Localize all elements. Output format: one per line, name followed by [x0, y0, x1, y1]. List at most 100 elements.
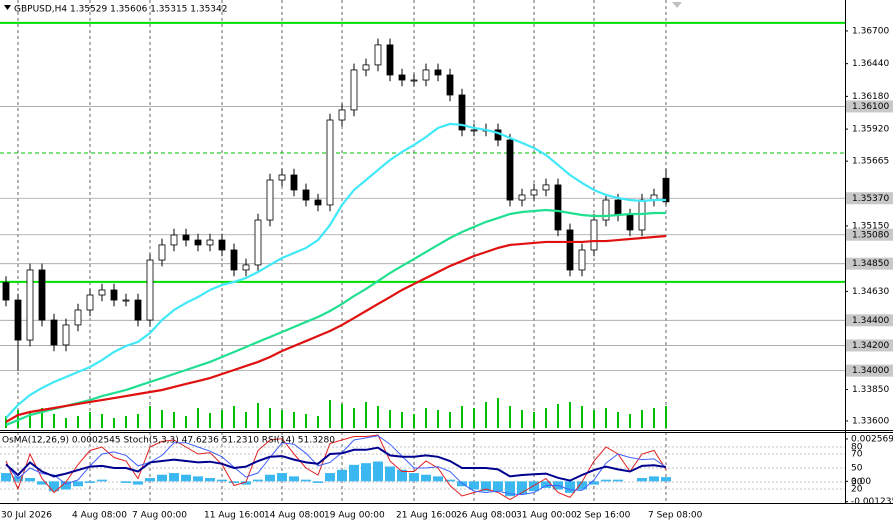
osma-bar — [193, 476, 203, 482]
osma-bar — [181, 474, 191, 482]
candle-body — [74, 309, 82, 326]
osma-bar — [241, 481, 251, 485]
level-label: 1.34200 — [852, 341, 889, 351]
candle-body — [338, 109, 346, 121]
osma-bar — [493, 481, 503, 492]
osma-bar — [37, 481, 47, 485]
candle-body — [290, 174, 298, 191]
candle-body — [182, 234, 190, 241]
osma-bar — [97, 479, 107, 482]
osma-bar — [205, 478, 215, 482]
candle-body — [662, 177, 670, 203]
x-tick-label: 19 Aug 00:00 — [324, 511, 385, 521]
y2-tick-label: 30 — [851, 478, 863, 488]
y2-tick-label: 70 — [851, 450, 863, 460]
y-tick-label: 1.35920 — [852, 125, 889, 135]
candle-body — [2, 282, 10, 301]
osma-bar — [337, 469, 347, 482]
osma-bar — [325, 473, 335, 482]
y-tick-label: 1.33600 — [852, 416, 889, 426]
oscillator-line — [5, 446, 667, 482]
osma-bar — [433, 476, 443, 482]
level-label: 1.34400 — [852, 316, 889, 326]
candle-body — [434, 69, 442, 76]
osma-bar — [589, 481, 599, 485]
candle-body — [590, 219, 598, 251]
level-label-box — [846, 192, 893, 205]
candle-body — [362, 64, 370, 71]
candle-body — [506, 139, 514, 201]
level-label-box — [846, 314, 893, 327]
candle-body — [110, 289, 118, 301]
osma-bar — [169, 473, 179, 482]
y-tick-label: -0.001235 — [851, 497, 893, 507]
indicator-title: OsMA(12,26,9) 0.0002545 Stoch(5,3,3) 47.… — [2, 436, 335, 446]
osma-bar — [373, 461, 383, 482]
candle-body — [266, 179, 274, 221]
y-tick-label: 0.0025696 — [851, 434, 893, 444]
candle-body — [254, 219, 262, 266]
x-tick-label: 4 Aug 08:00 — [72, 511, 127, 521]
candle-body — [602, 199, 610, 221]
candle-body — [530, 189, 538, 196]
osma-bar — [61, 481, 71, 490]
symbol-icon — [4, 5, 11, 10]
candle-body — [542, 184, 550, 191]
osma-bar — [265, 474, 275, 482]
osma-bar — [85, 481, 95, 483]
y2-tick-label: 50 — [851, 464, 863, 474]
candle-body — [374, 44, 382, 66]
osma-bar — [541, 481, 551, 488]
osma-bar — [73, 481, 83, 487]
candle-body — [398, 74, 406, 81]
candle-body — [314, 199, 322, 206]
candle-body — [566, 229, 574, 271]
osma-bar — [217, 479, 227, 482]
x-tick-label: 31 Aug 00:00 — [516, 511, 577, 521]
osma-bar — [481, 481, 491, 492]
y-tick-label: 1.36440 — [852, 59, 889, 69]
osma-bar — [529, 481, 539, 492]
candle-body — [50, 319, 58, 346]
level-label-box — [846, 257, 893, 270]
osma-bar — [397, 469, 407, 482]
osma-bar — [121, 481, 131, 483]
level-label: 1.34850 — [852, 259, 889, 269]
candle-body — [86, 294, 94, 311]
candle-body — [350, 69, 358, 111]
level-label-box — [846, 100, 893, 113]
level-label: 1.35370 — [852, 194, 889, 204]
osma-bar — [1, 473, 11, 482]
candle-body — [242, 264, 250, 271]
y-tick-label: 1.36700 — [852, 26, 889, 36]
x-tick-label: 26 Aug 08:00 — [456, 511, 517, 521]
chart-title: GBPUSD,H4 1.35529 1.35606 1.35315 1.3534… — [14, 5, 227, 15]
candle-body — [206, 239, 214, 246]
candle-body — [302, 189, 310, 201]
osma-bar — [613, 479, 623, 482]
candle-body — [278, 174, 286, 181]
osma-bar — [289, 476, 299, 482]
y-tick-label: 0.00 — [851, 477, 871, 487]
candle-body — [26, 269, 34, 341]
candle-body — [458, 94, 466, 131]
osma-bar — [133, 481, 143, 485]
y-tick-label: 1.34630 — [852, 287, 889, 297]
y-tick-label: 1.35150 — [852, 221, 889, 231]
level-label-box — [846, 364, 893, 377]
level-label-box — [846, 339, 893, 352]
x-tick-label: 11 Aug 16:00 — [204, 511, 265, 521]
candle-body — [326, 119, 334, 206]
moving-average — [5, 234, 667, 423]
x-tick-label: 7 Sep 08:00 — [648, 511, 703, 521]
osma-bar — [157, 474, 167, 482]
oscillator-line — [5, 435, 667, 496]
osma-bar — [361, 463, 371, 482]
candle-body — [98, 289, 106, 296]
y-tick-label: 1.33850 — [852, 385, 889, 395]
moving-average — [5, 122, 666, 419]
x-tick-label: 14 Aug 08:00 — [264, 511, 325, 521]
osma-bar — [277, 473, 287, 482]
candle-body — [194, 239, 202, 246]
